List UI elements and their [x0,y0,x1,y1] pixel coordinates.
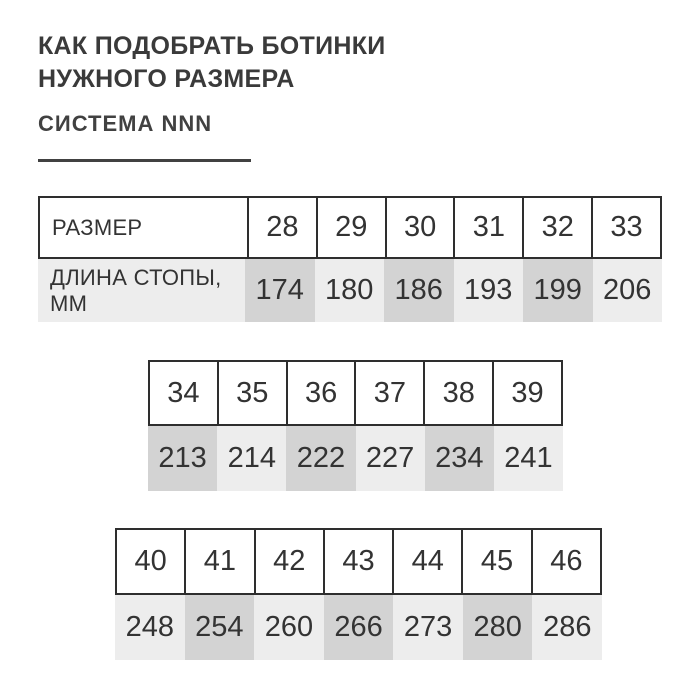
length-cell: 248 [115,595,185,660]
length-cell: 206 [592,259,662,322]
length-cell: 180 [314,259,384,322]
size-cell: 46 [530,530,600,593]
size-cell: 32 [522,198,591,257]
page-title-line2: НУЖНОГО РАЗМЕРА [38,65,295,93]
size-cell: 43 [322,530,392,593]
sizes-row: РАЗМЕР 28 29 30 31 32 33 [38,196,662,259]
size-cell: 41 [184,530,253,593]
lengths-row: 248 254 260 266 273 280 286 [115,595,603,660]
sizes-row: 34 35 36 37 38 39 [148,360,563,426]
section-subtitle: СИСТЕМА NNN [38,111,213,136]
length-row-label: ДЛИНА СТОПЫ, ММ [38,259,245,322]
size-cell: 30 [384,198,454,257]
length-cell: 280 [462,595,533,660]
page-title-line1: КАК ПОДОБРАТЬ БОТИНКИ [38,32,386,60]
length-cell: 199 [523,259,593,322]
length-cell: 222 [286,426,356,491]
size-cell: 33 [591,198,660,257]
length-cell: 241 [493,426,564,491]
size-cell: 42 [253,530,323,593]
size-cell: 35 [216,362,286,424]
size-cell: 38 [423,362,492,424]
size-cell: 44 [392,530,461,593]
size-cell: 34 [167,376,200,409]
length-cell: 234 [424,426,494,491]
lengths-row: ДЛИНА СТОПЫ, ММ 174 180 186 193 199 206 [38,259,662,322]
size-cell: 40 [134,545,167,577]
subtitle-underline [38,159,251,162]
length-cell: 286 [532,595,603,660]
length-cell: 260 [254,595,324,660]
lengths-row: 213 214 222 227 234 241 [148,426,564,491]
size-cell: 39 [492,362,561,424]
length-cell: 254 [184,595,255,660]
length-cell: 227 [355,426,425,491]
length-cell: 193 [453,259,523,322]
size-cell: 45 [461,530,530,593]
size-table-band-2: 34 35 36 37 38 39 213 214 222 227 234 24… [148,360,564,491]
length-cell: 174 [245,259,315,322]
size-row-label: РАЗМЕР [52,214,143,240]
size-cell: 36 [285,362,355,424]
sizes-row: 40 41 42 43 44 45 46 [115,528,602,595]
size-cell: 37 [354,362,423,424]
length-cell: 266 [323,595,394,660]
length-cell: 213 [148,426,218,491]
length-cell: 186 [384,259,454,322]
size-cell: 29 [315,198,385,257]
size-cell: 28 [247,198,316,257]
size-cell: 31 [453,198,522,257]
length-cell: 214 [217,426,287,491]
size-table-band-3: 40 41 42 43 44 45 46 248 254 260 266 273… [115,528,603,660]
length-cell: 273 [393,595,463,660]
page-title: КАК ПОДОБРАТЬ БОТИНКИ НУЖНОГО РАЗМЕРА [38,30,386,96]
size-table-band-1: РАЗМЕР 28 29 30 31 32 33 ДЛИНА СТОПЫ, ММ… [38,196,662,322]
